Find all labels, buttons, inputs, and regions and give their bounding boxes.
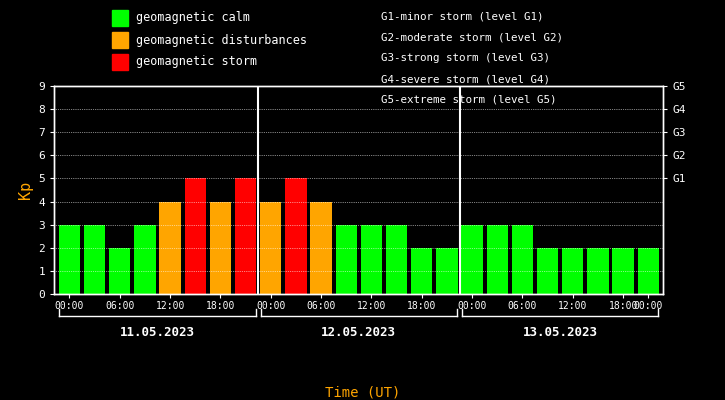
Text: G5-extreme storm (level G5): G5-extreme storm (level G5) [381, 95, 556, 105]
Text: G2-moderate storm (level G2): G2-moderate storm (level G2) [381, 33, 563, 43]
Text: geomagnetic storm: geomagnetic storm [136, 56, 257, 68]
Bar [613, 248, 634, 294]
Bar [512, 225, 533, 294]
Bar [235, 178, 257, 294]
Text: G4-severe storm (level G4): G4-severe storm (level G4) [381, 74, 550, 84]
Text: geomagnetic calm: geomagnetic calm [136, 12, 249, 24]
Bar [386, 225, 407, 294]
Text: geomagnetic disturbances: geomagnetic disturbances [136, 34, 307, 46]
Bar [411, 248, 433, 294]
Bar [562, 248, 584, 294]
Bar [361, 225, 382, 294]
Bar [160, 202, 181, 294]
Text: 12.05.2023: 12.05.2023 [321, 326, 397, 338]
Y-axis label: Kp: Kp [18, 181, 33, 199]
Bar [587, 248, 609, 294]
Text: 13.05.2023: 13.05.2023 [523, 326, 597, 338]
Bar [84, 225, 105, 294]
Text: Time (UT): Time (UT) [325, 385, 400, 399]
Bar [436, 248, 457, 294]
Bar [486, 225, 508, 294]
Bar [109, 248, 130, 294]
Bar [210, 202, 231, 294]
Text: G3-strong storm (level G3): G3-strong storm (level G3) [381, 54, 550, 64]
Text: G1-minor storm (level G1): G1-minor storm (level G1) [381, 12, 543, 22]
Bar [310, 202, 332, 294]
Bar [59, 225, 80, 294]
Bar [336, 225, 357, 294]
Bar [185, 178, 206, 294]
Bar [537, 248, 558, 294]
Bar [260, 202, 281, 294]
Text: 11.05.2023: 11.05.2023 [120, 326, 195, 338]
Bar [637, 248, 659, 294]
Bar [461, 225, 483, 294]
Bar [285, 178, 307, 294]
Bar [134, 225, 156, 294]
